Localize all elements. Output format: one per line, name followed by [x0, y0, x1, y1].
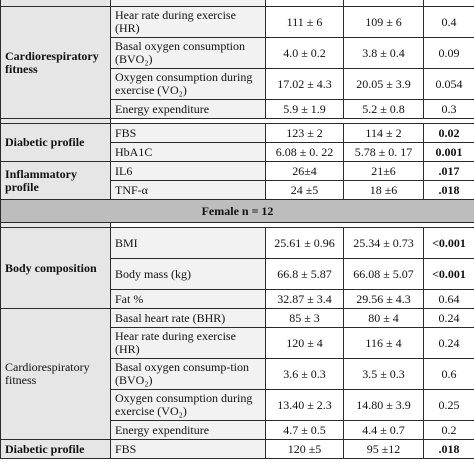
- category-cell: Cardiorespiratory fitness: [0, 6, 111, 119]
- value-cell: 80 ± 4: [343, 308, 424, 328]
- value-cell: 5.78 ± 0. 17: [343, 142, 424, 162]
- value-cell: 111 ± 6: [265, 6, 344, 38]
- p-value-cell: 0.64: [423, 289, 474, 309]
- p-value-cell: 0.25: [423, 389, 474, 421]
- value-cell: 116 ± 4: [343, 327, 424, 359]
- value-cell: 3.6 ± 0.3: [265, 358, 344, 390]
- value-cell: 25.34 ± 0.73: [343, 227, 424, 259]
- value-cell: 14.80 ± 3.9: [343, 389, 424, 421]
- table-row: Diabetic profile FBS 120 ±5 95 ±12 .018: [0, 439, 474, 459]
- table-row: Energy expenditure 5.9 ± 1.9 5.2 ± 0.8 0…: [1, 99, 474, 119]
- table-row: Diabetic profile FBS 123 ± 2 114 ± 2 0.0…: [0, 123, 474, 162]
- value-cell: 4.7 ± 0.5: [265, 420, 344, 440]
- p-value-cell: 0.4: [423, 6, 474, 38]
- indicator-cell: TNF-α: [110, 180, 266, 200]
- indicator-cell: HbA1C: [110, 142, 266, 162]
- indicator-cell: IL6: [110, 161, 266, 181]
- value-cell: 18 ±6: [343, 180, 424, 200]
- value-cell: 21±6: [343, 161, 424, 181]
- p-value-cell: 0.3: [423, 99, 474, 119]
- indicator-cell: Basal oxygen consumption (BVO₂): [110, 37, 266, 69]
- value-cell: 4.0 ± 0.2: [265, 37, 344, 69]
- p-value-cell: 0.24: [423, 308, 474, 328]
- table-row: Body composition BMI 25.61 ± 0.96 25.34 …: [0, 227, 474, 309]
- section-header-row: Female n = 12: [0, 199, 474, 223]
- value-cell: 3.8 ± 0.4: [343, 37, 424, 69]
- p-value-cell: 0.09: [423, 37, 474, 69]
- table-row: Hear rate during exercise (HR) 120 ± 4 1…: [1, 327, 474, 359]
- table-row: Cardiorespiratory fitness Basal heart ra…: [0, 308, 474, 440]
- indicator-cell: Fat %: [110, 289, 266, 309]
- table-row: TNF-α 24 ±5 18 ±6 .018: [1, 180, 474, 200]
- category-cell: Body composition: [0, 227, 111, 309]
- table-row: Cardiorespiratory fitness Hear rate duri…: [0, 6, 474, 119]
- indicator-cell: Hear rate during exercise (HR): [110, 6, 266, 38]
- p-value-cell: .018: [423, 180, 474, 200]
- indicator-cell: Oxygen consumption during exercise (VO₂): [110, 68, 266, 100]
- table-row: Inflammatory profile IL6 26±4 21±6 .017: [0, 161, 474, 200]
- p-value-cell: 0.24: [423, 327, 474, 359]
- value-cell: 24 ±5: [265, 180, 344, 200]
- indicator-cell: Hear rate during exercise (HR): [110, 327, 266, 359]
- p-value-cell: 0.001: [423, 142, 474, 162]
- value-cell: 95 ±12: [343, 439, 424, 459]
- indicator-cell: Body mass (kg): [110, 258, 266, 290]
- table-row: Fat % 32.87 ± 3.4 29.56 ± 4.3 0.64: [1, 289, 474, 309]
- p-value-cell: 0.6: [423, 358, 474, 390]
- indicator-cell: FBS: [110, 123, 266, 143]
- p-value-cell: 0.054: [423, 68, 474, 100]
- table-row: Oxygen consumption during exercise (VO₂)…: [1, 68, 474, 100]
- category-cell: Cardiorespiratory fitness: [0, 308, 111, 440]
- category-cell: Diabetic profile: [0, 439, 111, 459]
- p-value-cell: 0.2: [423, 420, 474, 440]
- value-cell: 26±4: [265, 161, 344, 181]
- value-cell: 114 ± 2: [343, 123, 424, 143]
- value-cell: 20.05 ± 3.9: [343, 68, 424, 100]
- value-cell: 120 ±5: [265, 439, 344, 459]
- value-cell: 25.61 ± 0.96: [265, 227, 344, 259]
- value-cell: 6.08 ± 0. 22: [265, 142, 344, 162]
- p-value-cell: 0.02: [423, 123, 474, 143]
- value-cell: 3.5 ± 0.3: [343, 358, 424, 390]
- indicator-cell: Basal oxygen consump-tion (BVO₂): [110, 358, 266, 390]
- value-cell: 66.8 ± 5.87: [265, 258, 344, 290]
- value-cell: 13.40 ± 2.3: [265, 389, 344, 421]
- p-value-cell: <0.001: [423, 227, 474, 259]
- results-table: Cardiorespiratory fitness Hear rate duri…: [0, 0, 474, 459]
- value-cell: 17.02 ± 4.3: [265, 68, 344, 100]
- value-cell: 120 ± 4: [265, 327, 344, 359]
- p-value-cell: .018: [423, 439, 474, 459]
- value-cell: 32.87 ± 3.4: [265, 289, 344, 309]
- table-row: Energy expenditure 4.7 ± 0.5 4.4 ± 0.7 0…: [1, 420, 474, 440]
- indicator-cell: BMI: [110, 227, 266, 259]
- indicator-cell: Basal heart rate (BHR): [110, 308, 266, 328]
- value-cell: 123 ± 2: [265, 123, 344, 143]
- value-cell: 5.9 ± 1.9: [265, 99, 344, 119]
- value-cell: 5.2 ± 0.8: [343, 99, 424, 119]
- indicator-cell: Oxygen consumption during exercise (VO₂): [110, 389, 266, 421]
- indicator-cell: Energy expenditure: [110, 99, 266, 119]
- value-cell: 85 ± 3: [265, 308, 344, 328]
- value-cell: 4.4 ± 0.7: [343, 420, 424, 440]
- table-row: Body mass (kg) 66.8 ± 5.87 66.08 ± 5.07 …: [1, 258, 474, 290]
- category-cell: Diabetic profile: [0, 123, 111, 162]
- value-cell: 29.56 ± 4.3: [343, 289, 424, 309]
- indicator-cell: Energy expenditure: [110, 420, 266, 440]
- category-cell: Inflammatory profile: [0, 161, 111, 200]
- p-value-cell: .017: [423, 161, 474, 181]
- value-cell: 109 ± 6: [343, 6, 424, 38]
- indicator-cell: FBS: [110, 439, 266, 459]
- value-cell: 66.08 ± 5.07: [343, 258, 424, 290]
- female-section-header: Female n = 12: [0, 199, 474, 223]
- p-value-cell: <0.001: [423, 258, 474, 290]
- table-container: Cardiorespiratory fitness Hear rate duri…: [0, 0, 474, 459]
